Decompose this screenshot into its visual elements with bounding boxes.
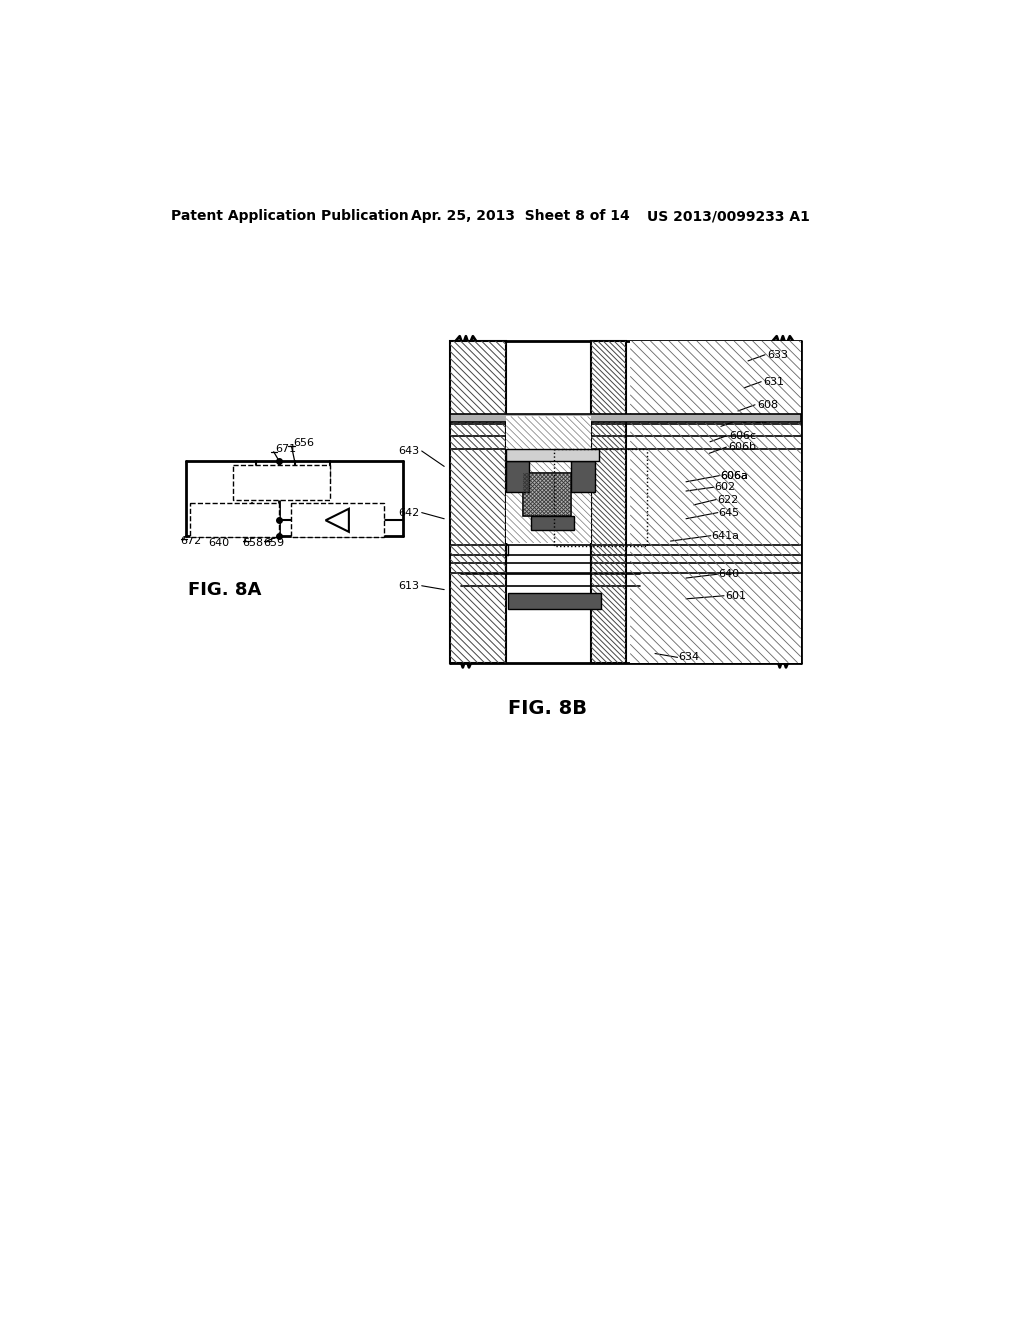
Text: 658: 658 — [243, 539, 264, 548]
Text: 640: 640 — [208, 539, 229, 548]
Text: 641a: 641a — [712, 531, 739, 541]
Bar — [506, 416, 592, 544]
Text: 671: 671 — [275, 445, 296, 454]
Text: FIG. 8A: FIG. 8A — [188, 581, 262, 598]
Text: 606a: 606a — [720, 471, 748, 480]
Text: OS: OS — [238, 478, 255, 487]
Text: 634: 634 — [678, 652, 699, 663]
Text: Apr. 25, 2013  Sheet 8 of 14: Apr. 25, 2013 Sheet 8 of 14 — [411, 209, 630, 223]
Text: Patent Application Publication: Patent Application Publication — [171, 209, 409, 223]
Polygon shape — [326, 508, 349, 532]
Bar — [531, 516, 573, 529]
Text: 656: 656 — [293, 438, 314, 449]
Text: 601: 601 — [725, 591, 745, 601]
Text: US 2013/0099233 A1: US 2013/0099233 A1 — [647, 209, 810, 223]
Bar — [523, 473, 571, 516]
Text: 606a: 606a — [720, 471, 748, 480]
Bar — [506, 461, 529, 492]
Text: 602: 602 — [339, 513, 359, 524]
Text: 633: 633 — [767, 350, 788, 360]
Bar — [291, 503, 384, 537]
Text: 606c: 606c — [729, 430, 757, 441]
Text: 642: 642 — [398, 508, 420, 517]
Text: 631: 631 — [764, 376, 784, 387]
Text: 613: 613 — [398, 581, 420, 591]
Text: 659: 659 — [263, 539, 285, 548]
Bar — [508, 594, 601, 609]
Text: 608: 608 — [758, 400, 778, 409]
Bar — [630, 341, 801, 663]
Bar — [232, 465, 330, 499]
Text: 622: 622 — [717, 495, 738, 504]
Text: 602: 602 — [715, 482, 736, 492]
Bar — [571, 461, 595, 492]
Bar — [450, 414, 801, 422]
Text: 606b: 606b — [729, 442, 757, 453]
Bar — [506, 449, 599, 461]
Bar — [591, 341, 627, 663]
Text: 645: 645 — [719, 508, 739, 517]
Text: 643: 643 — [398, 446, 420, 455]
Text: 640: 640 — [719, 569, 739, 579]
Bar — [554, 449, 647, 545]
Text: FIG. 8B: FIG. 8B — [508, 700, 587, 718]
Text: OS: OS — [196, 515, 213, 525]
Text: 641b: 641b — [740, 416, 768, 425]
Text: 672: 672 — [180, 536, 202, 546]
Bar — [190, 503, 280, 537]
Bar — [450, 341, 506, 663]
